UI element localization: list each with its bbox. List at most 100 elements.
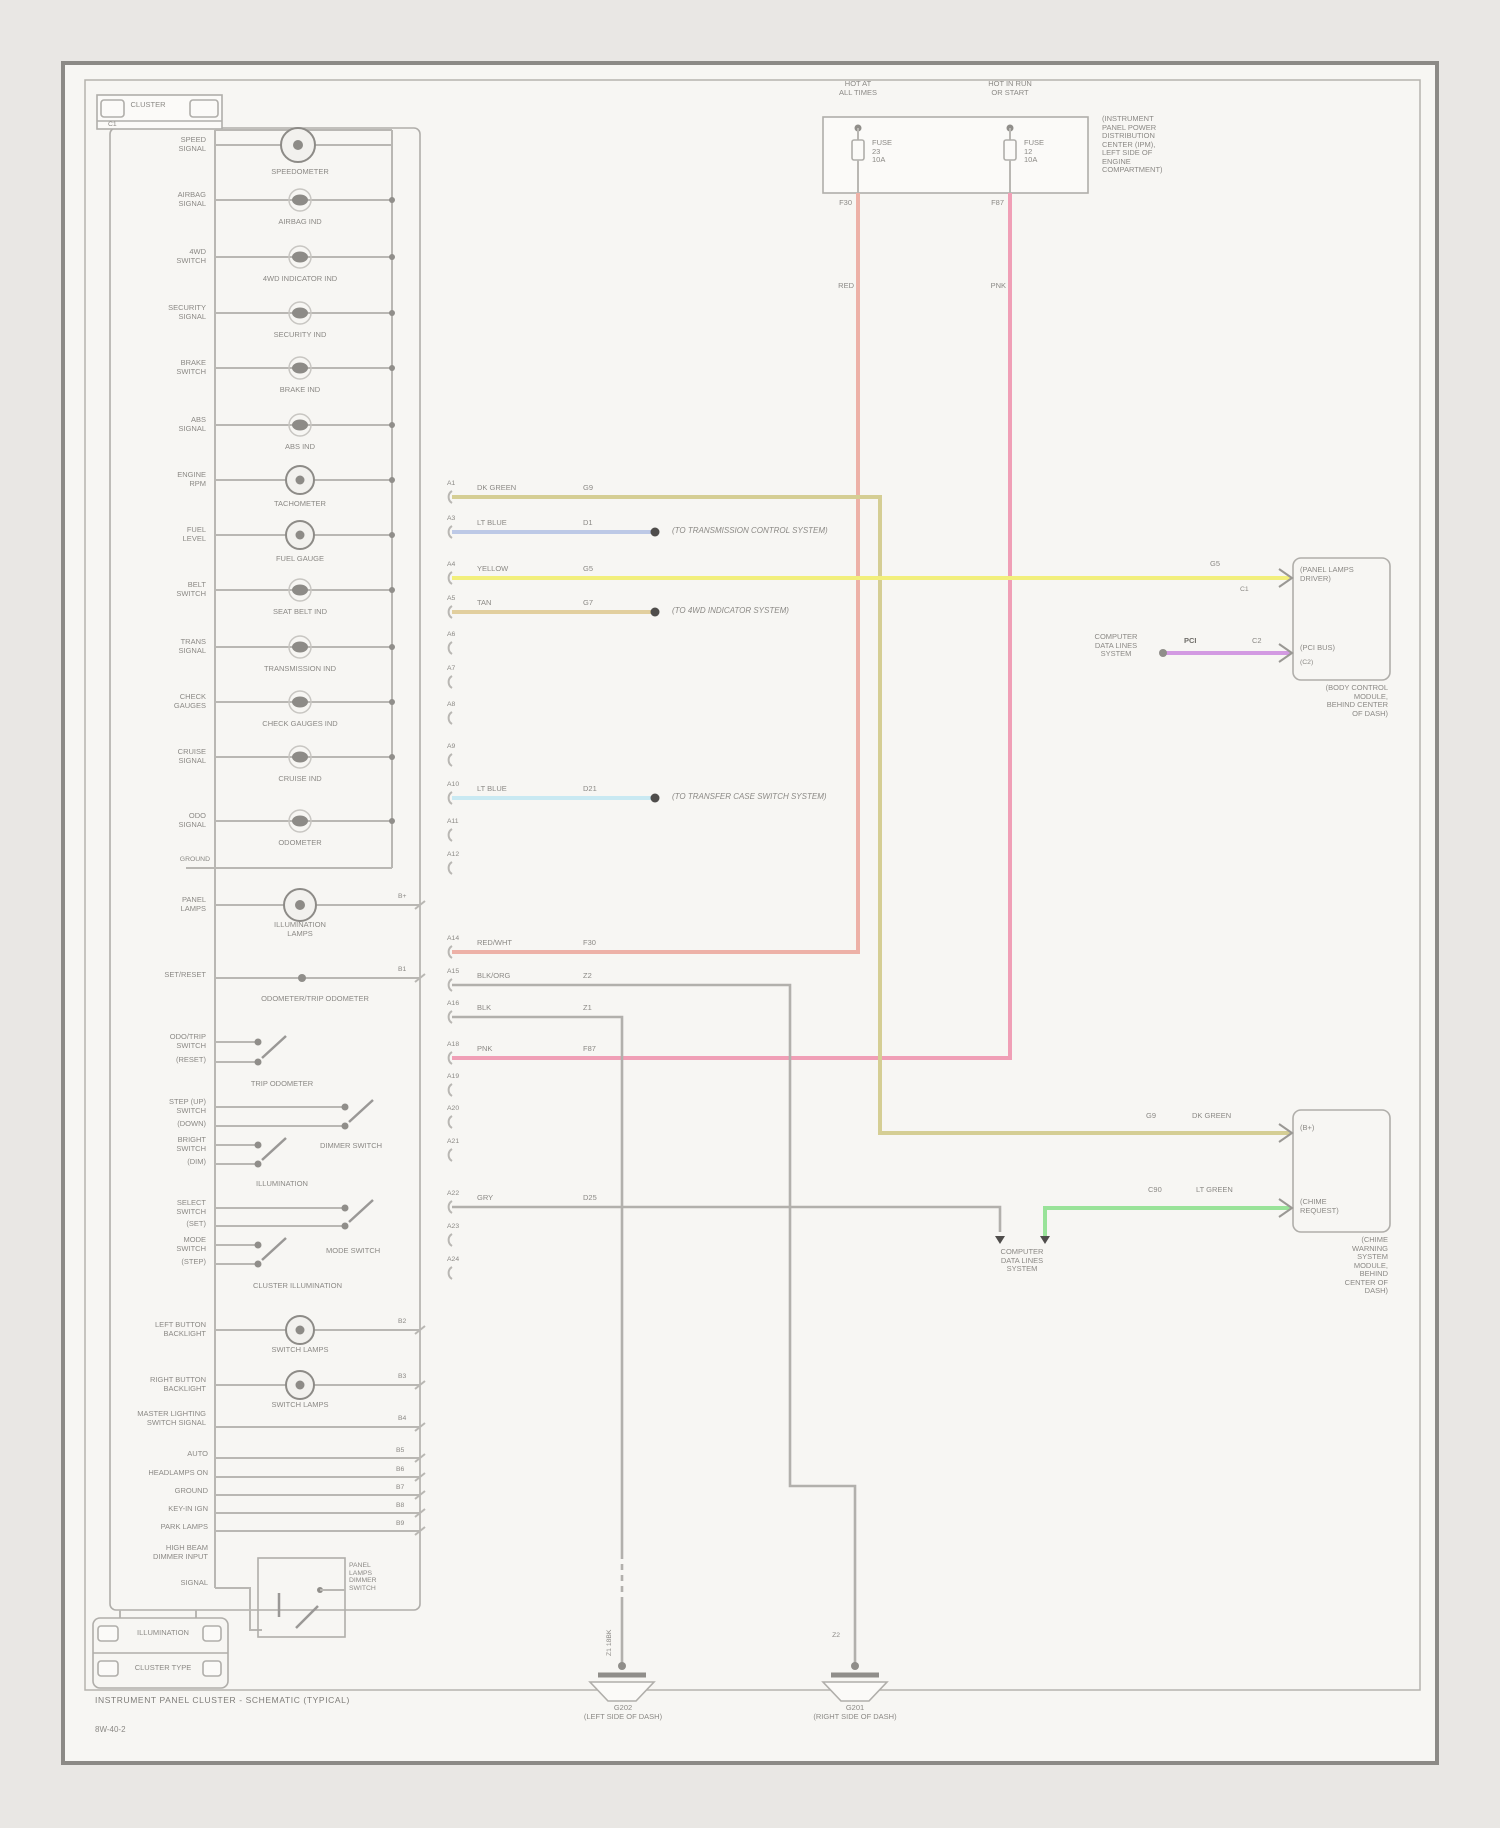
stub-pin: A8 [447,701,456,708]
c2-pin2-color: LT GREEN [1196,1185,1233,1194]
switch3-lower: (DIM) [187,1157,206,1166]
switch3-upper: BRIGHT SWITCH [176,1135,206,1153]
switch4-upper: SELECT SWITCH [176,1198,206,1216]
stub-pin: A16 [447,1000,460,1007]
stub-circuit: G9 [583,483,594,492]
ground-left-label: G202 (LEFT SIDE OF DASH) [583,1703,663,1721]
switch5-upper: MODE SWITCH [176,1235,206,1253]
dimmer-switch-label: PANEL LAMPS DIMMER SWITCH [349,1562,377,1593]
stub-pin: A19 [447,1073,460,1080]
indicator-lamp-icons [288,188,312,833]
stub-color: BLK [477,1003,492,1012]
cluster-ground-pin: GROUND [179,856,210,863]
stub-circuit: F30 [583,938,596,947]
stub-pin: A18 [447,1041,460,1048]
ground-symbol-left [588,1681,656,1702]
bus-row-left: HEADLAMPS ON [148,1468,208,1477]
wire-chime-request [1043,1206,1291,1236]
switch1-upper: ODO/TRIP SWITCH [169,1032,206,1050]
wires [452,193,1291,1664]
bus-row-left: AUTO [187,1449,208,1458]
c1-pin1-label: (PANEL LAMPS DRIVER) [1300,565,1354,583]
gauge-below-label: BRAKE IND [279,385,321,394]
connector-box-1 [1292,557,1391,681]
switch5-caption: CLUSTER ILLUMINATION [252,1281,343,1290]
odo-row-below: ODOMETER/TRIP ODOMETER [261,994,369,1003]
c1-pin1-conn: C1 [1240,586,1249,593]
button-row2-below: SWITCH LAMPS [271,1400,329,1409]
wire-battery-feed [452,193,860,954]
ground-right-label: G201 (RIGHT SIDE OF DASH) [813,1703,897,1721]
gauge-left-label: TRANS SIGNAL [178,637,206,655]
button-row1-left: LEFT BUTTON BACKLIGHT [155,1320,206,1338]
gauge-below-label: CRUISE IND [278,774,322,783]
gauge-below-label: 4WD INDICATOR IND [262,274,338,283]
stub-circuit: G5 [583,564,594,573]
right-connectors [1278,557,1391,1233]
gauge-below-label: SPEEDOMETER [271,167,329,176]
wire-right-color: PNK [990,281,1006,290]
stub-color: LT BLUE [477,518,507,527]
lamps-row-pin: B+ [398,893,407,900]
hot-label-left: HOT AT ALL TIMES [839,79,877,97]
switch1-caption: TRIP ODOMETER [250,1079,314,1088]
stub-pin: A11 [447,818,459,825]
odo-row-left: SET/RESET [164,970,206,979]
stub-pin: A24 [447,1256,460,1263]
gauge-left-label: ENGINE RPM [177,470,206,488]
cluster-switches [215,1035,374,1638]
c2-pin1-color: DK GREEN [1192,1111,1232,1120]
gauge-left-label: ODO SIGNAL [178,811,206,829]
stub-color: LT BLUE [477,784,507,793]
gauge-left-label: FUEL LEVEL [182,525,206,543]
stub-pin: A9 [447,743,456,750]
gauge-left-label: 4WD SWITCH [176,247,206,265]
gauge-below-label: FUEL GAUGE [275,554,325,563]
fuse-label-left: FUSE 23 10A [872,138,893,165]
wire-right-circuit: F87 [991,198,1004,207]
stub-pin: A14 [447,935,460,942]
wire-b-plus-olive [452,495,1291,1135]
stub-color: TAN [477,598,492,607]
stub-color: DK GREEN [477,483,517,492]
gauge-left-label: CHECK GAUGES [173,692,206,710]
stub-circuit: D25 [583,1193,597,1202]
stub-pin: A7 [447,665,456,672]
legend-row-2: CLUSTER TYPE [134,1663,192,1672]
data-lines-label: COMPUTER DATA LINES SYSTEM [1000,1247,1044,1274]
switch2-upper: STEP (UP) SWITCH [169,1097,206,1115]
dimmer-signal-label: SIGNAL [180,1578,208,1587]
odo-row-pin: B1 [398,966,407,973]
stub-pin: A20 [447,1105,460,1112]
bus-row-pin: B7 [396,1484,405,1491]
c2-pin2-circuit: C90 [1148,1185,1162,1194]
lamps-row-below: ILLUMINATION LAMPS [274,920,326,938]
c2-pin1-label: (B+) [1300,1123,1315,1132]
gauge-below-label: TACHOMETER [274,499,326,508]
wire-left-color: RED [838,281,854,290]
stub-pin: A22 [447,1190,460,1197]
connector-stub-hooks [447,490,453,1280]
switch1-lower: (RESET) [176,1055,206,1064]
stub-pin: A12 [447,851,460,858]
lower-row-lines [215,888,426,1536]
c1-note: (BODY CONTROL MODULE, BEHIND CENTER OF D… [1325,683,1388,718]
stub-pin: A1 [447,480,456,487]
stub-circuit: G7 [583,598,594,607]
stub-color: GRY [477,1193,494,1202]
wire-data-out [452,1205,1002,1232]
gauge-left-label: SECURITY SIGNAL [168,303,206,321]
lamps-row-left: PANEL LAMPS [180,895,206,913]
bus-row-left: GROUND [174,1486,208,1495]
stub-pin: A21 [447,1138,460,1145]
switch4-lower: (SET) [186,1219,206,1228]
c2-pin1-circuit: G9 [1146,1111,1157,1120]
cluster-outline [92,94,421,1689]
fuse-box [822,116,1089,194]
bus-row-left: PARK LAMPS [160,1522,208,1531]
wire-left-circuit: F30 [839,198,852,207]
stub-circuit: Z1 [583,1003,592,1012]
stub-pin: A10 [447,781,460,788]
